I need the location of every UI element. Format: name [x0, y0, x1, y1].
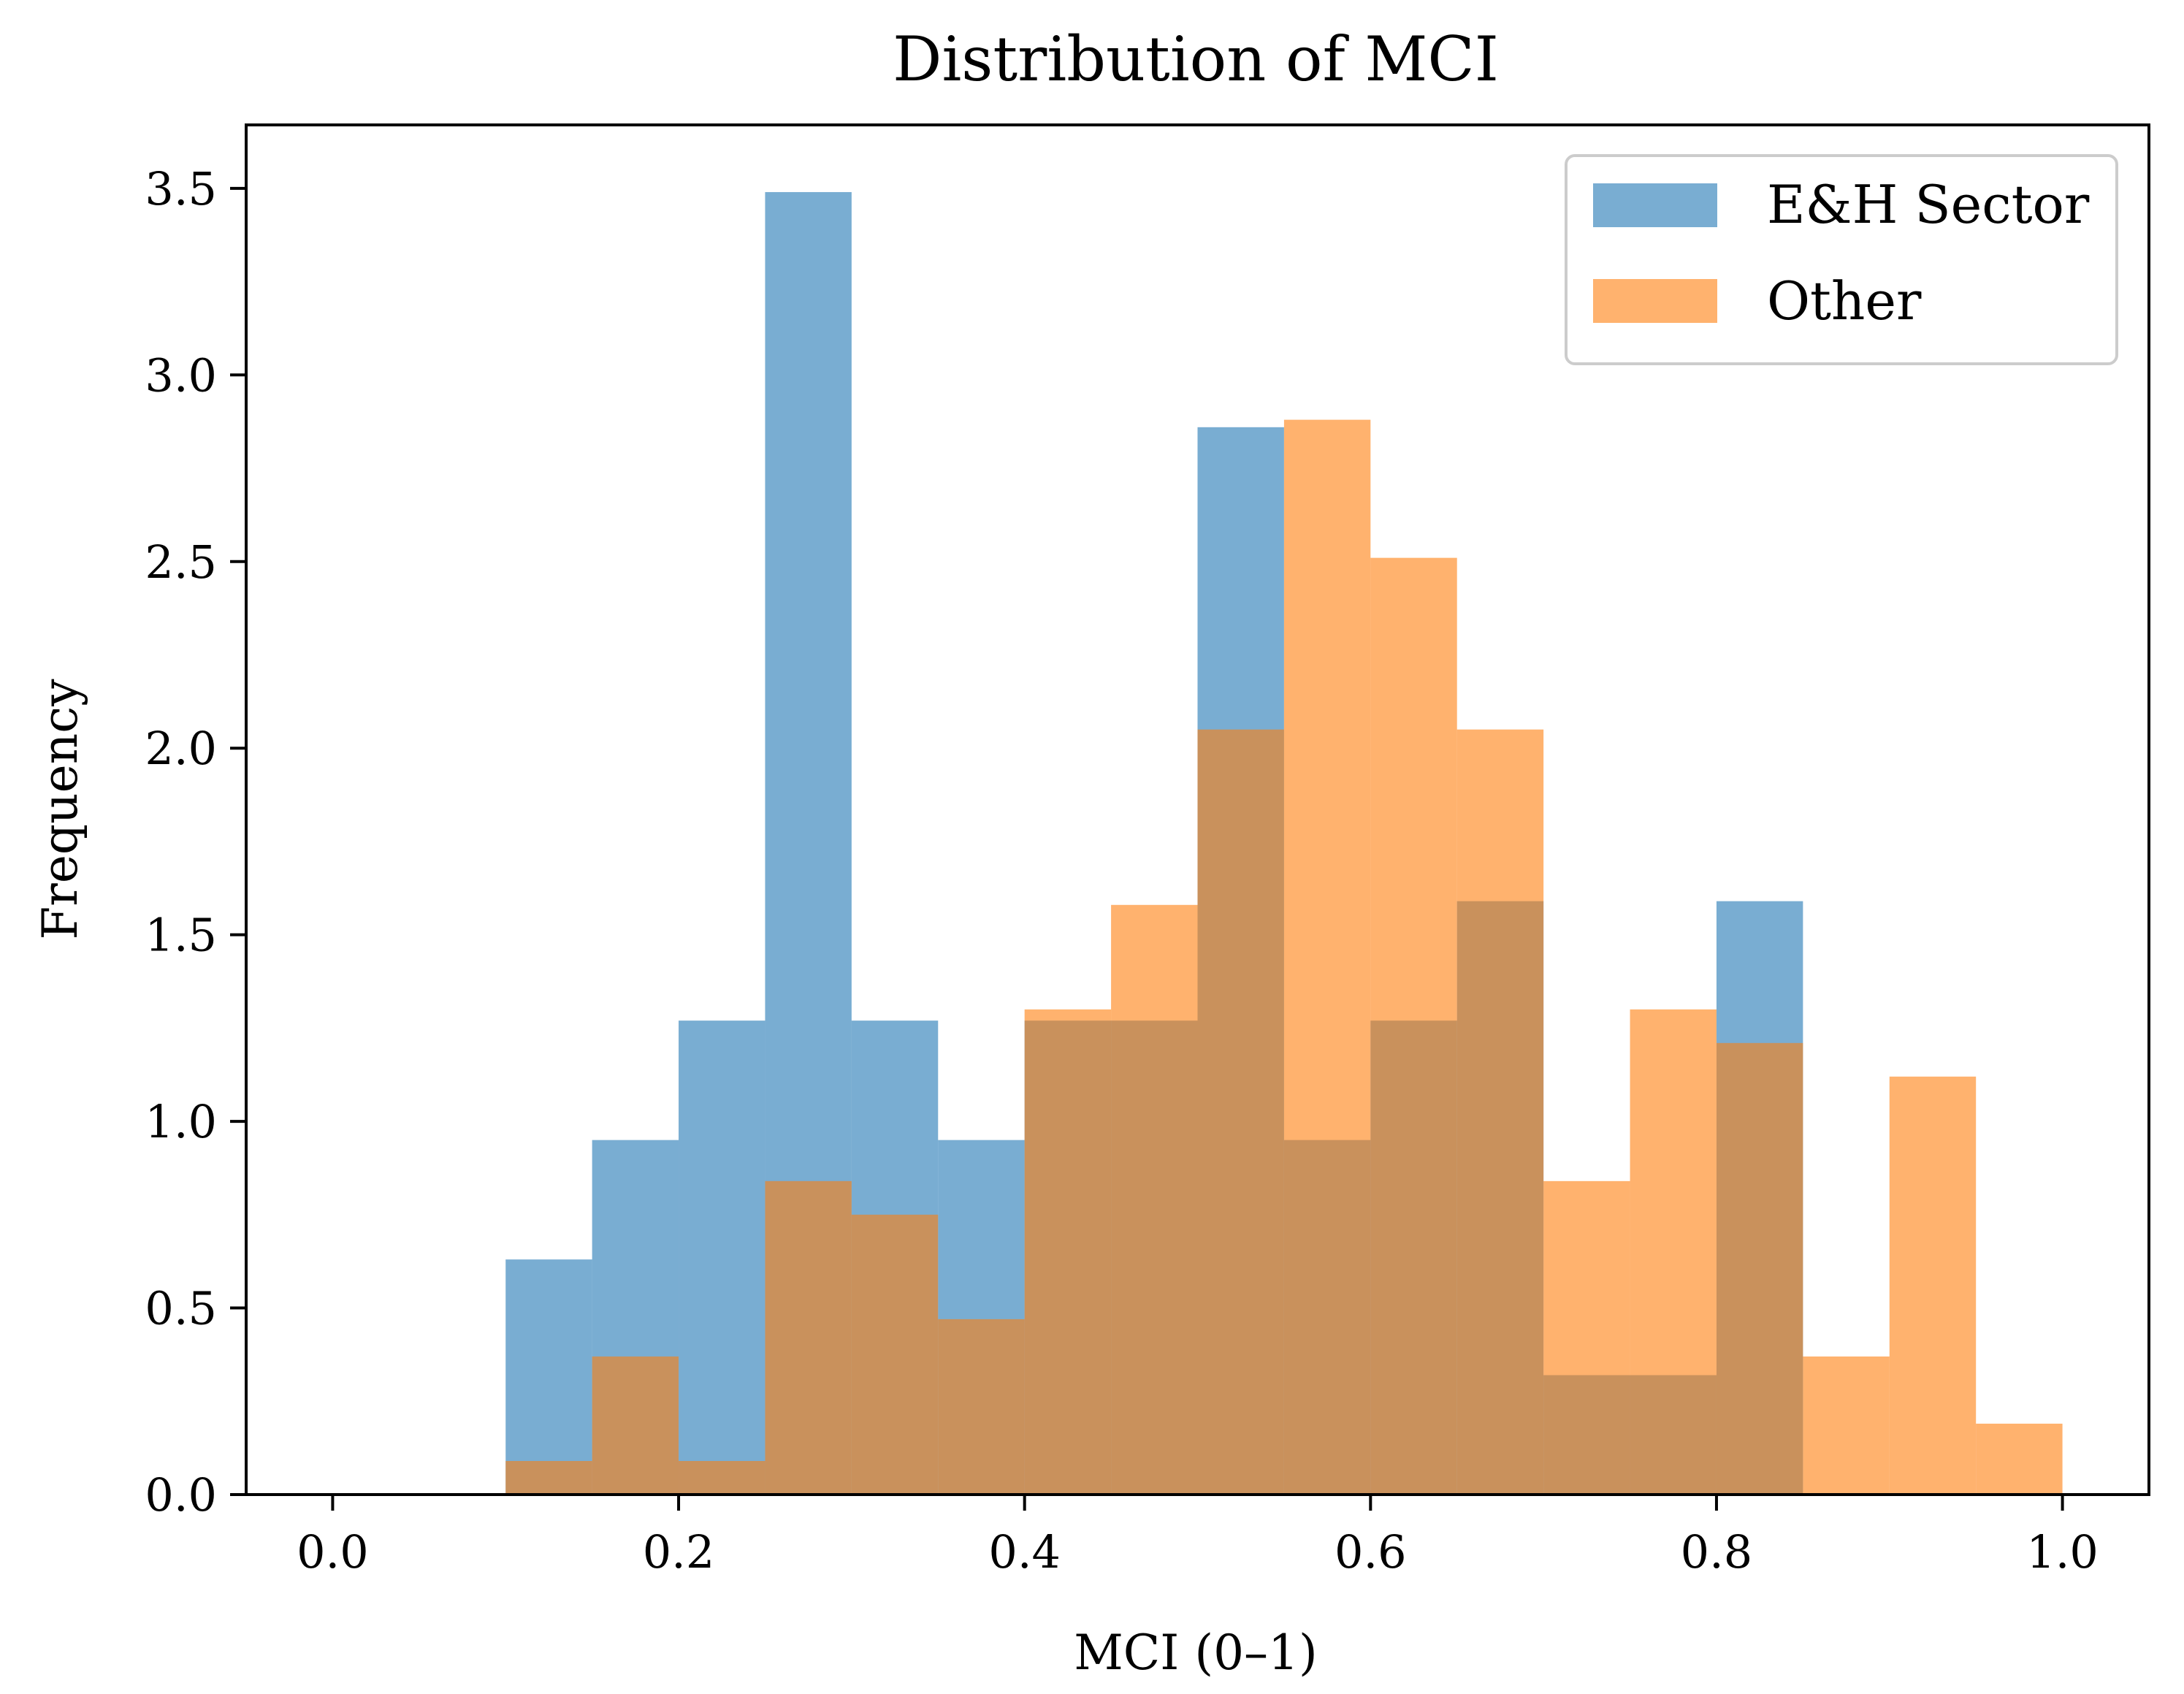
- x-tick-label: 0.6: [1335, 1525, 1407, 1579]
- bar-other-0: [505, 1461, 592, 1495]
- bar-other-15: [1803, 1356, 1890, 1495]
- chart-title: Distribution of MCI: [893, 23, 1499, 95]
- bar-other-5: [938, 1319, 1025, 1495]
- y-tick-label: 0.0: [145, 1468, 217, 1522]
- bar-other-9: [1283, 419, 1371, 1495]
- series-other: [505, 419, 2063, 1495]
- bar-other-2: [679, 1461, 765, 1495]
- legend-swatch-other: [1593, 279, 1717, 323]
- x-tick-label: 0.8: [1681, 1525, 1753, 1579]
- bar-eh-sector-2: [679, 1020, 765, 1495]
- y-tick-label: 1.5: [145, 909, 217, 962]
- legend-swatch-eh-sector: [1593, 183, 1717, 227]
- bar-other-3: [765, 1180, 852, 1495]
- y-tick-label: 3.5: [145, 162, 217, 215]
- y-axis-label: Frequency: [32, 679, 88, 940]
- y-tick-label: 2.0: [145, 722, 217, 775]
- x-tick-label: 0.4: [988, 1525, 1061, 1579]
- bar-other-1: [592, 1356, 679, 1495]
- bar-other-6: [1024, 1009, 1112, 1495]
- y-tick-label: 3.0: [145, 348, 217, 402]
- x-tick-label: 0.2: [643, 1525, 715, 1579]
- legend-label-other: Other: [1767, 270, 1922, 332]
- y-axis-ticks: 0.0 0.5 1.0 1.5 2.0 2.5 3.0 3.5: [145, 162, 246, 1522]
- bar-other-8: [1197, 729, 1284, 1495]
- bar-other-4: [851, 1214, 939, 1495]
- y-tick-label: 0.5: [145, 1282, 217, 1335]
- x-axis-ticks: 0.0 0.2 0.4 0.6 0.8 1.0: [297, 1495, 2099, 1579]
- bar-other-14: [1716, 1042, 1803, 1495]
- legend-label-eh-sector: E&H Sector: [1767, 174, 2090, 235]
- bar-other-16: [1889, 1076, 1977, 1495]
- legend: E&H Sector Other: [1565, 154, 2118, 365]
- bar-other-17: [1976, 1423, 2063, 1495]
- x-tick-label: 0.0: [297, 1525, 369, 1579]
- y-tick-label: 2.5: [145, 535, 217, 589]
- bar-other-11: [1456, 729, 1544, 1495]
- bar-other-10: [1370, 557, 1457, 1495]
- bar-other-12: [1543, 1180, 1630, 1495]
- x-axis-label: MCI (0–1): [1074, 1625, 1318, 1681]
- x-tick-label: 1.0: [2026, 1525, 2099, 1579]
- bar-other-7: [1111, 904, 1198, 1495]
- plot-area: [505, 191, 2063, 1495]
- axes-frame: [245, 123, 2150, 1496]
- bar-other-13: [1630, 1009, 1717, 1495]
- y-tick-label: 1.0: [145, 1095, 217, 1148]
- bar-eh-sector-0: [505, 1259, 592, 1495]
